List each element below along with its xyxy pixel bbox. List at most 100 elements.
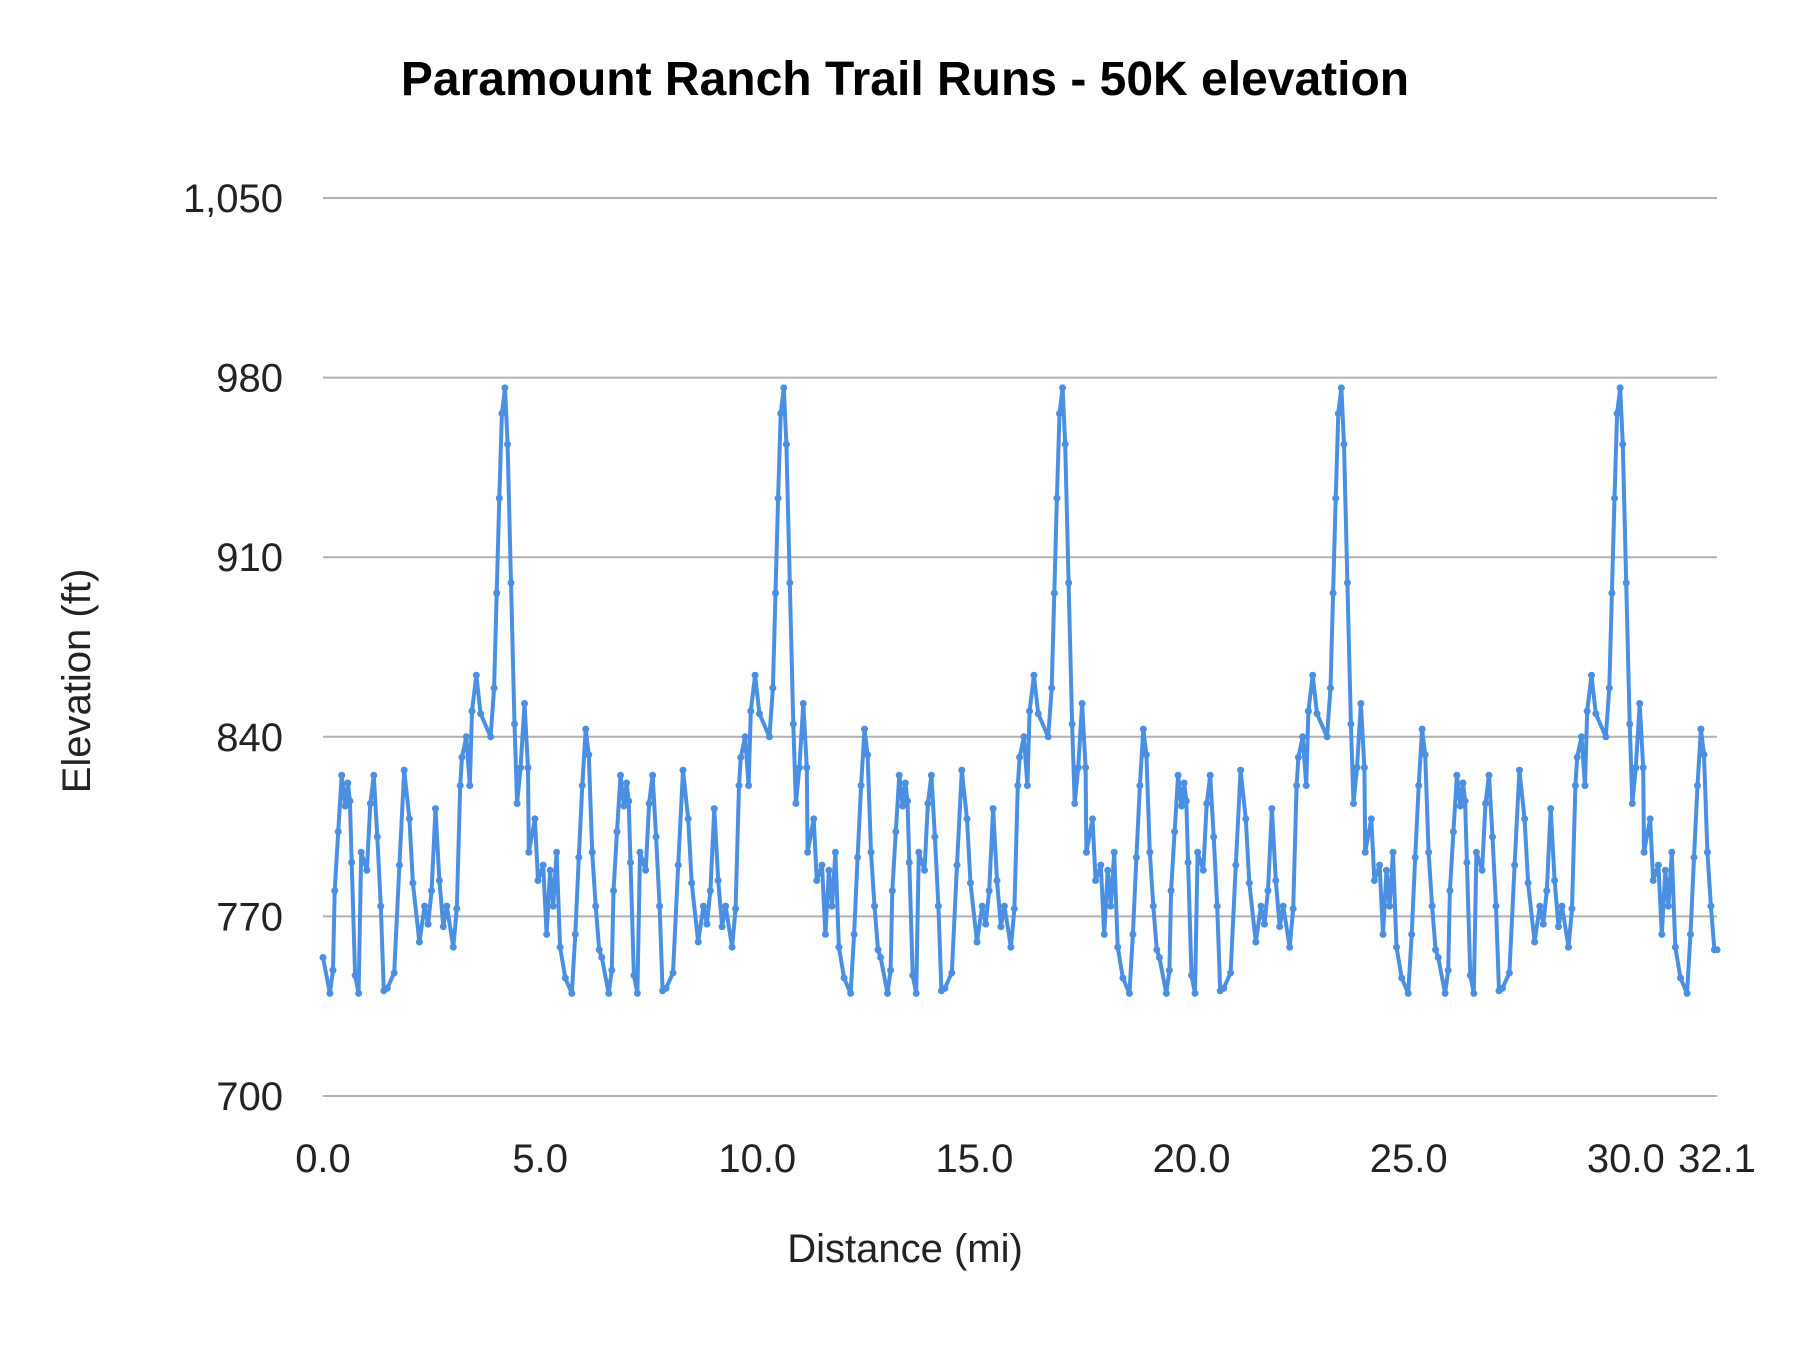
data-point bbox=[892, 828, 900, 836]
data-point bbox=[799, 699, 807, 707]
data-point bbox=[920, 866, 928, 874]
data-point bbox=[1178, 802, 1186, 810]
data-point bbox=[966, 879, 974, 887]
data-point bbox=[782, 440, 790, 448]
data-point bbox=[1279, 902, 1287, 910]
data-point bbox=[1199, 866, 1207, 874]
data-point bbox=[1398, 974, 1406, 982]
data-point bbox=[1149, 902, 1157, 910]
data-point bbox=[1485, 771, 1493, 779]
data-point bbox=[1026, 707, 1034, 715]
data-point bbox=[1693, 782, 1701, 790]
data-point bbox=[1171, 828, 1179, 836]
data-point bbox=[982, 920, 990, 928]
data-point bbox=[1220, 984, 1228, 992]
data-point bbox=[424, 920, 432, 928]
data-point bbox=[1415, 782, 1423, 790]
data-point bbox=[1393, 943, 1401, 951]
x-tick-label: 20.0 bbox=[1153, 1137, 1231, 1181]
data-point bbox=[517, 764, 525, 772]
series-elevation bbox=[319, 384, 1721, 997]
data-point bbox=[751, 671, 759, 679]
data-point bbox=[679, 766, 687, 774]
data-point bbox=[1114, 943, 1122, 951]
x-tick-label: 15.0 bbox=[935, 1137, 1013, 1181]
data-point bbox=[989, 805, 997, 813]
data-point bbox=[1357, 699, 1365, 707]
data-point bbox=[472, 671, 480, 679]
data-point bbox=[1142, 751, 1150, 759]
data-point bbox=[1515, 766, 1523, 774]
data-point bbox=[1697, 725, 1705, 733]
data-point bbox=[571, 930, 579, 938]
data-point bbox=[1056, 410, 1064, 418]
data-point bbox=[1289, 905, 1297, 913]
data-point bbox=[1343, 579, 1351, 587]
data-point bbox=[1649, 876, 1657, 884]
data-point bbox=[1061, 440, 1069, 448]
y-tick-label: 770 bbox=[216, 895, 283, 939]
data-point bbox=[818, 861, 826, 869]
data-point bbox=[1511, 861, 1519, 869]
data-point bbox=[605, 989, 613, 997]
data-point bbox=[507, 579, 515, 587]
data-point bbox=[351, 971, 359, 979]
data-point bbox=[1053, 494, 1061, 502]
data-point bbox=[468, 707, 476, 715]
data-point bbox=[421, 902, 429, 910]
data-point bbox=[1441, 989, 1449, 997]
data-point bbox=[1007, 943, 1015, 951]
data-point bbox=[1139, 725, 1147, 733]
data-point bbox=[973, 938, 981, 946]
data-point bbox=[1456, 802, 1464, 810]
data-point bbox=[1581, 782, 1589, 790]
data-point bbox=[674, 861, 682, 869]
data-point bbox=[1155, 953, 1163, 961]
data-point bbox=[1264, 887, 1272, 895]
data-point bbox=[1379, 930, 1387, 938]
data-point bbox=[850, 930, 858, 938]
data-point bbox=[924, 800, 932, 808]
data-point bbox=[575, 853, 583, 861]
data-point bbox=[821, 930, 829, 938]
data-point bbox=[1360, 764, 1368, 772]
data-point bbox=[1078, 699, 1086, 707]
data-point bbox=[623, 779, 631, 787]
data-point bbox=[1194, 848, 1202, 856]
data-point bbox=[524, 764, 532, 772]
data-point bbox=[765, 733, 773, 741]
data-point bbox=[1703, 848, 1711, 856]
x-axis-label: Distance (mi) bbox=[787, 1227, 1023, 1271]
data-point bbox=[871, 902, 879, 910]
data-point bbox=[895, 771, 903, 779]
data-point bbox=[490, 684, 498, 692]
data-point bbox=[1592, 710, 1600, 718]
data-point bbox=[864, 751, 872, 759]
data-point bbox=[338, 771, 346, 779]
data-point bbox=[1010, 905, 1018, 913]
data-point bbox=[1602, 733, 1610, 741]
data-point bbox=[905, 859, 913, 867]
data-point bbox=[1337, 384, 1345, 392]
data-point bbox=[1334, 410, 1342, 418]
data-point bbox=[549, 902, 557, 910]
y-tick-labels: 700 770 840 910 980 1,050 bbox=[183, 177, 283, 1119]
data-point bbox=[1237, 766, 1245, 774]
data-point bbox=[741, 733, 749, 741]
data-point bbox=[466, 782, 474, 790]
data-point bbox=[1276, 923, 1284, 931]
data-point bbox=[1213, 902, 1221, 910]
x-tick-labels: 0.0 5.0 10.0 15.0 20.0 25.0 30.0 32.1 bbox=[295, 1137, 1756, 1181]
data-point bbox=[578, 782, 586, 790]
data-point bbox=[642, 866, 650, 874]
data-point bbox=[458, 753, 466, 761]
data-point bbox=[1097, 861, 1105, 869]
data-point bbox=[588, 848, 596, 856]
data-point bbox=[1658, 930, 1666, 938]
data-point bbox=[501, 384, 509, 392]
data-point bbox=[1639, 764, 1647, 772]
y-tick-label: 700 bbox=[216, 1075, 283, 1119]
data-point bbox=[1353, 764, 1361, 772]
data-point bbox=[703, 920, 711, 928]
data-point bbox=[377, 902, 385, 910]
